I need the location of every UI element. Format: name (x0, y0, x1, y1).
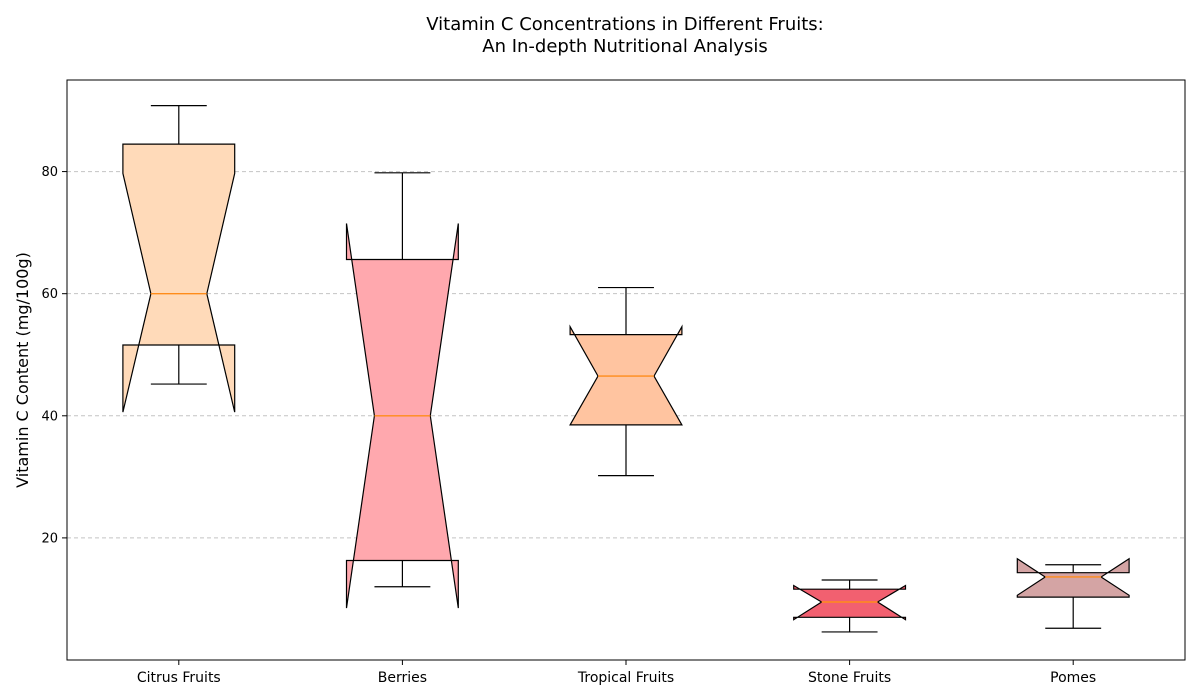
box-citrus-fruits (122, 105, 236, 413)
box-pomes (1016, 557, 1130, 629)
chart-title-line-1: Vitamin C Concentrations in Different Fr… (426, 14, 824, 35)
box-tropical-fruits (569, 286, 683, 477)
x-tick-label: Stone Fruits (808, 670, 891, 686)
chart-title-line-2: An In-depth Nutritional Analysis (482, 36, 768, 57)
x-tick-label: Citrus Fruits (137, 670, 221, 686)
x-tick-label: Pomes (1050, 670, 1096, 686)
y-tick-label: 60 (41, 287, 58, 302)
y-tick-label: 40 (41, 409, 58, 424)
y-axis-label: Vitamin C Content (mg/100g) (13, 252, 32, 488)
x-tick-label: Berries (378, 670, 427, 686)
x-axis: Citrus Fruits Berries Tropical Fruits Stone… (137, 660, 1096, 686)
x-tick-label: Tropical Fruits (577, 670, 674, 686)
box-berries (345, 172, 459, 609)
y-tick-label: 20 (41, 531, 58, 546)
box-series (122, 105, 1130, 633)
y-axis: 20 40 60 80 (41, 165, 67, 546)
notched-box (1016, 557, 1130, 598)
notched-box (122, 143, 236, 413)
chart-title-group: Vitamin C Concentrations in Different Fr… (426, 14, 824, 57)
y-grid-lines (67, 171, 1185, 539)
y-tick-label: 80 (41, 165, 58, 180)
box-stone-fruits (793, 579, 907, 633)
